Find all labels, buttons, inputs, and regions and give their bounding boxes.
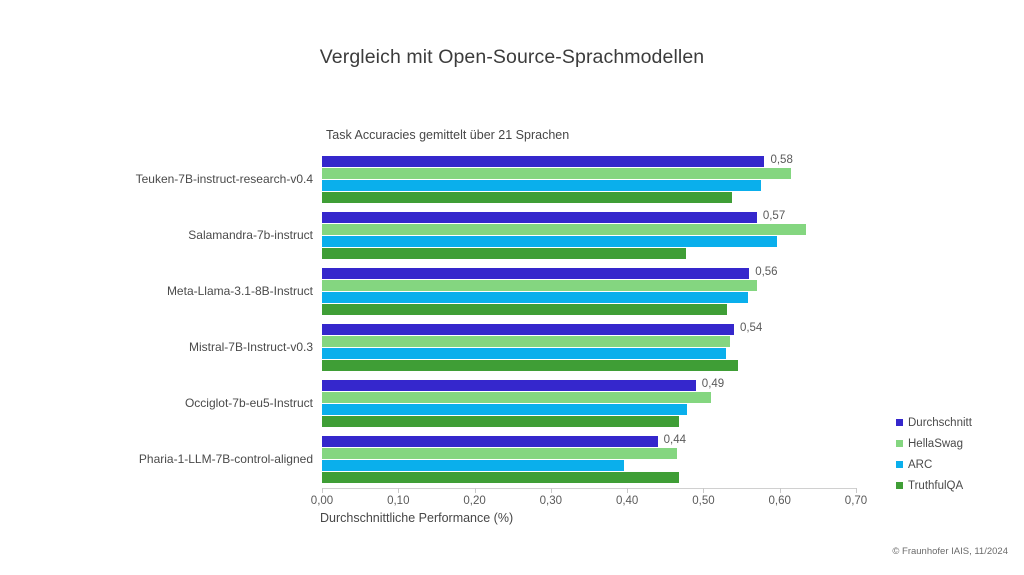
x-axis-title: Durchschnittliche Performance (%) <box>320 511 514 525</box>
legend-swatch-icon <box>896 461 903 468</box>
page-title: Vergleich mit Open-Source-Sprachmodellen <box>319 46 705 68</box>
bar-group: 0,49 <box>322 378 856 428</box>
bar-group: 0,56 <box>322 266 856 316</box>
legend-label: HellaSwag <box>908 437 963 450</box>
legend-item[interactable]: TruthfulQA <box>896 475 1018 496</box>
x-axis-line <box>322 488 856 489</box>
bar <box>322 460 625 471</box>
chart-plot-area: 0,00 0,10 0,20 0,30 0,40 0,50 0,60 0,70 0,58 0,57… <box>311 152 867 507</box>
x-axis-tick-label: 0,30 <box>539 495 563 507</box>
bar <box>322 212 757 223</box>
bar <box>322 156 765 167</box>
footer-credit: © Fraunhofer IAIS, 11/2024 <box>892 546 1008 557</box>
bar <box>322 448 677 459</box>
bar <box>322 236 778 247</box>
bar-value-label: 0,54 <box>739 322 763 334</box>
bar-group: 0,57 <box>322 210 856 260</box>
legend-label: Durchschnitt <box>908 416 972 429</box>
bar <box>322 392 712 403</box>
bar-group: 0,58 <box>322 154 856 204</box>
y-axis-category-labels: Teuken-7B-instruct-research-v0.4 Salamand… <box>0 152 313 488</box>
y-axis-category-label: Teuken-7B-instruct-research-v0.4 <box>135 172 313 186</box>
x-axis-tick-label: 0,20 <box>463 495 486 507</box>
x-axis-tick-label: 0,60 <box>768 495 791 507</box>
x-axis-tick <box>474 488 476 493</box>
bar-group: 0,54 <box>322 322 856 372</box>
x-axis-tick-label: 0,50 <box>692 495 715 507</box>
legend-item[interactable]: Durchschnitt <box>896 412 1018 433</box>
x-axis-tick <box>398 488 400 493</box>
x-axis-tick <box>550 488 552 493</box>
bar <box>322 224 807 235</box>
legend-label: TruthfulQA <box>908 479 964 492</box>
bar-value-label: 0,57 <box>762 210 786 222</box>
x-axis-tick <box>856 488 857 493</box>
chart-title: Task Accuracies gemittelt über 21 Sprach… <box>326 128 570 142</box>
y-axis-category-label: Meta-Llama-3.1-8B-Instruct <box>166 284 313 298</box>
bar <box>322 348 727 359</box>
x-axis-tick <box>322 488 323 493</box>
y-axis-category-label: Mistral-7B-Instruct-v0.3 <box>188 340 313 354</box>
x-axis-tick <box>779 488 781 493</box>
legend-item[interactable]: HellaSwag <box>896 433 1018 454</box>
bar <box>322 360 738 371</box>
bar <box>322 436 658 447</box>
bar <box>322 416 680 427</box>
bar <box>322 336 731 347</box>
bar <box>322 280 757 291</box>
bar <box>322 404 688 415</box>
bar <box>322 180 761 191</box>
bar-value-label: 0,49 <box>701 378 725 390</box>
bar <box>322 168 792 179</box>
x-axis-tick-label: 0,10 <box>387 495 410 507</box>
y-axis-category-label: Pharia-1-LLM-7B-control-aligned <box>138 452 313 466</box>
bar <box>322 268 750 279</box>
x-axis-tick-label: 0,00 <box>310 495 334 507</box>
legend-label: ARC <box>908 458 933 471</box>
bar-value-label: 0,44 <box>663 434 687 446</box>
bar <box>322 192 732 203</box>
bar <box>322 292 748 303</box>
chart-legend: Durchschnitt HellaSwag ARC TruthfulQA <box>896 412 1018 496</box>
bar-group: 0,44 <box>322 434 856 484</box>
bar-value-label: 0,58 <box>770 154 793 166</box>
bar <box>322 472 680 483</box>
bar <box>322 248 686 259</box>
legend-swatch-icon <box>896 440 903 447</box>
x-axis-tick-label: 0,40 <box>615 495 639 507</box>
y-axis-category-label: Salamandra-7b-instruct <box>188 228 313 242</box>
legend-item[interactable]: ARC <box>896 454 1018 475</box>
bar <box>322 324 734 335</box>
bar <box>322 304 728 315</box>
y-axis-category-label: Occiglot-7b-eu5-Instruct <box>184 396 313 410</box>
x-axis-tick <box>703 488 705 493</box>
legend-swatch-icon <box>896 482 903 489</box>
x-axis-tick <box>627 488 629 493</box>
x-axis-tick-label: 0,70 <box>844 495 868 507</box>
legend-swatch-icon <box>896 419 903 426</box>
bar-value-label: 0,56 <box>755 266 778 278</box>
bar <box>322 380 696 391</box>
